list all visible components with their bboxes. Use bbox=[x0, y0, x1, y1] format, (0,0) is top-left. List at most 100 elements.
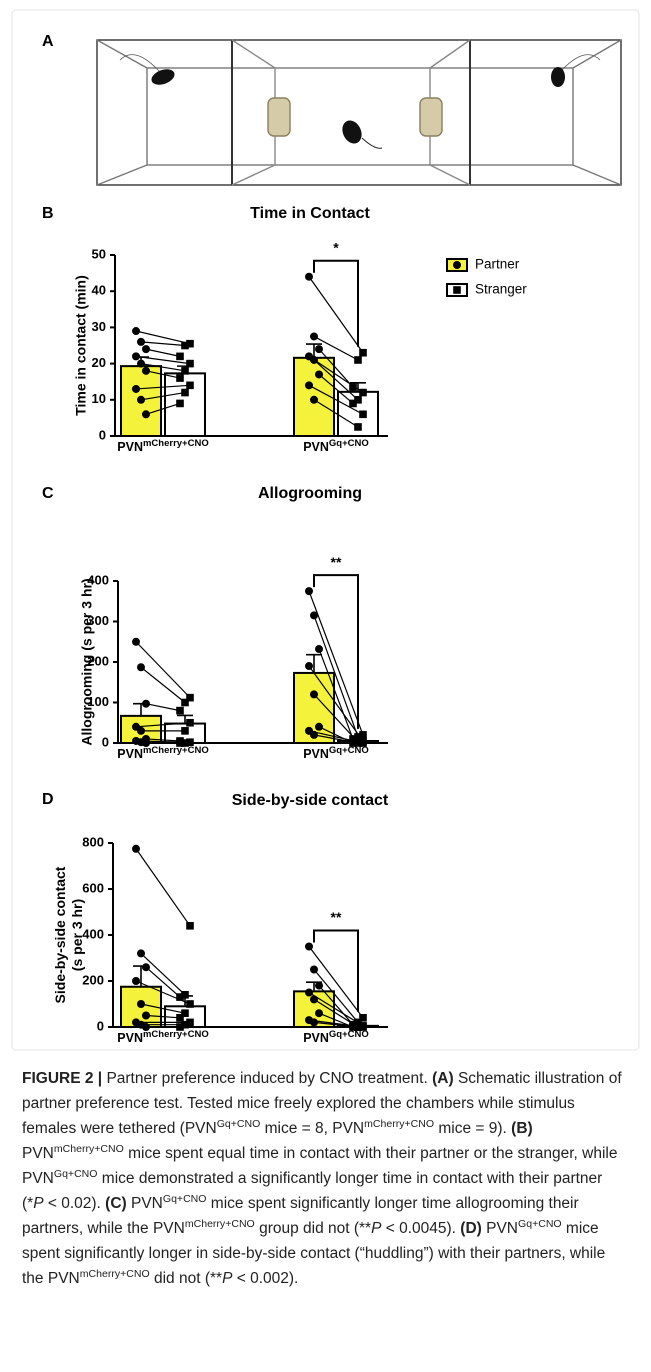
error-bar bbox=[306, 343, 322, 358]
data-point bbox=[359, 1014, 367, 1022]
pair-line bbox=[313, 615, 359, 738]
caption-run: FIGURE 2 | bbox=[22, 1070, 107, 1087]
data-point bbox=[137, 337, 145, 346]
data-point bbox=[305, 587, 313, 596]
y-axis-label: Side-by-side contact bbox=[52, 866, 68, 1003]
caption-run: Schematic illustration of partner prefer… bbox=[22, 1070, 622, 1137]
pair-line bbox=[318, 648, 354, 740]
pair-line bbox=[135, 641, 191, 699]
pair-line bbox=[135, 980, 191, 1005]
data-point bbox=[181, 367, 189, 375]
data-point bbox=[359, 410, 367, 419]
data-point bbox=[132, 977, 140, 985]
error-bar bbox=[306, 653, 322, 673]
data-point bbox=[142, 699, 150, 708]
caption-run: mCherry+CNO bbox=[184, 1218, 255, 1231]
tube bbox=[267, 97, 291, 137]
data-point bbox=[142, 963, 150, 972]
panel-label: A bbox=[42, 33, 54, 50]
data-point bbox=[186, 922, 194, 930]
data-point bbox=[186, 718, 194, 727]
pair-line bbox=[313, 969, 359, 1023]
data-point bbox=[186, 693, 194, 702]
data-point bbox=[181, 388, 189, 397]
pair-line bbox=[308, 991, 364, 1027]
pair-line bbox=[135, 384, 191, 390]
caption-run: mice demonstrated a significantly longer… bbox=[22, 1170, 603, 1212]
x-tick-label: PVNGq+CNO bbox=[303, 438, 369, 455]
caption-run: (D) bbox=[460, 1220, 482, 1237]
category-base: PVN bbox=[117, 747, 143, 761]
data-point bbox=[453, 286, 461, 294]
data-point bbox=[181, 727, 189, 735]
chart-title: Side-by-side contact bbox=[232, 792, 389, 809]
error-bar bbox=[177, 714, 193, 724]
edge bbox=[572, 164, 622, 186]
pair-line bbox=[318, 985, 354, 1026]
tube bbox=[419, 97, 443, 137]
data-point bbox=[349, 735, 357, 743]
data-point bbox=[354, 396, 362, 404]
data-point bbox=[305, 942, 313, 951]
caption-run: Gq+CNO bbox=[53, 1168, 98, 1181]
data-point bbox=[142, 345, 150, 354]
y-axis-label: Time in contact (min) bbox=[73, 275, 89, 416]
edge bbox=[572, 39, 622, 69]
data-point bbox=[354, 733, 362, 741]
y-tick-label: 10 bbox=[92, 391, 106, 406]
pair-line bbox=[308, 730, 364, 744]
data-point bbox=[310, 332, 318, 341]
category-sup: Gq+CNO bbox=[329, 1029, 369, 1040]
pair-line bbox=[135, 722, 191, 728]
pair-line bbox=[140, 341, 186, 347]
data-point bbox=[359, 348, 367, 357]
data-point bbox=[181, 698, 189, 707]
significance-label: * bbox=[333, 239, 339, 255]
pair-line bbox=[145, 703, 181, 712]
schematic bbox=[96, 39, 622, 186]
pair-line bbox=[145, 402, 181, 415]
significance-label: ** bbox=[331, 909, 342, 925]
data-point bbox=[137, 726, 145, 735]
data-point bbox=[186, 381, 194, 390]
data-point bbox=[176, 374, 184, 382]
pair-line bbox=[135, 848, 191, 927]
data-point bbox=[310, 995, 318, 1004]
pair-line bbox=[140, 391, 186, 401]
caption-run: Partner preference induced by CNO treatm… bbox=[106, 1070, 433, 1087]
data-point bbox=[315, 1009, 323, 1018]
data-point bbox=[176, 399, 184, 408]
category-base: PVN bbox=[117, 440, 143, 454]
panel-label: C bbox=[42, 485, 54, 502]
data-point bbox=[137, 663, 145, 672]
data-point bbox=[181, 991, 189, 999]
edge bbox=[429, 39, 471, 69]
category-base: PVN bbox=[303, 1031, 329, 1045]
caption-run: PVN bbox=[481, 1220, 519, 1237]
data-point bbox=[310, 690, 318, 699]
data-point bbox=[132, 352, 140, 361]
y-tick-label: 100 bbox=[87, 694, 109, 709]
significance-label: ** bbox=[331, 554, 342, 570]
caption-run: mice = 8, PVN bbox=[260, 1120, 365, 1137]
pair-line bbox=[308, 665, 364, 742]
data-point bbox=[310, 395, 318, 404]
data-point bbox=[186, 339, 194, 348]
data-point bbox=[315, 722, 323, 731]
data-point bbox=[305, 988, 313, 997]
caption-run: mice = 9). bbox=[434, 1120, 512, 1137]
caption-run: mice spent equal time in contact with th… bbox=[22, 1145, 618, 1187]
error-bar bbox=[350, 381, 366, 392]
pair-line bbox=[313, 359, 359, 401]
data-point bbox=[315, 645, 323, 654]
caption-run: mCherry+CNO bbox=[364, 1118, 435, 1131]
mouse bbox=[551, 67, 565, 87]
category-sup: mCherry+CNO bbox=[143, 1029, 209, 1040]
pair-line bbox=[140, 666, 186, 703]
data-point bbox=[142, 1011, 150, 1020]
x-tick-label: PVNGq+CNO bbox=[303, 1029, 369, 1046]
y-tick-label: 40 bbox=[92, 283, 106, 298]
caption-run: Gq+CNO bbox=[216, 1118, 261, 1131]
